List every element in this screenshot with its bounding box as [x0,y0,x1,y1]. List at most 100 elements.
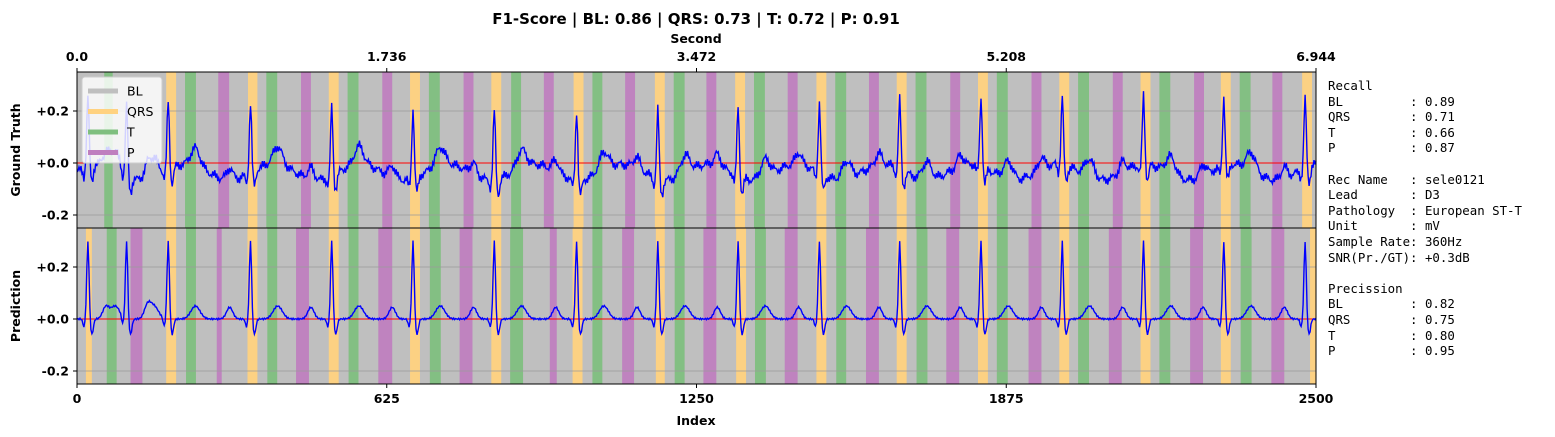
segment-p [950,72,961,228]
segment-p [382,72,393,228]
segment-p [549,228,557,384]
x-tick-label: 2500 [1299,391,1334,406]
segment-qrs [1310,228,1316,384]
segment-p [216,228,222,384]
legend: BL QRS TP [81,76,163,164]
segment-t [266,72,278,228]
segment-qrs [85,228,92,384]
segment-p [130,228,143,384]
segment-t [511,72,522,228]
bl-background [77,228,1316,384]
legend-label-p: P [127,145,135,160]
legend-label-bl: BL [127,84,143,99]
segment-t [835,72,847,228]
y-tick-label: -0.2 [42,208,69,223]
segment-qrs [166,228,177,384]
y-tick-label: +0.2 [36,104,69,119]
segment-t [1078,228,1090,384]
segment-t [267,228,278,384]
segment-p [625,72,636,228]
x-axis-label: Index [676,413,715,428]
segment-p [459,228,473,384]
segment-p [1031,72,1042,228]
segment-t [185,72,196,228]
segment-t [674,228,685,384]
segment-qrs [736,228,747,384]
segment-t [753,72,765,228]
segment-p [301,72,311,228]
segment-t [348,228,359,384]
y-tick-label: +0.2 [36,260,69,275]
ylabel-prediction: Prediction [8,270,23,342]
segment-t [836,228,847,384]
segment-t [754,228,766,384]
ground-truth-panel: -0.2 +0.0 +0.2 [36,71,1317,229]
x-tick-label: 625 [374,391,400,406]
segment-p [218,72,230,228]
segment-t [916,228,928,384]
y-tick-label: -0.2 [42,364,69,379]
bl-background [77,72,1316,228]
segment-t [1078,72,1090,228]
legend-label-t: T [126,125,135,140]
x-tick-label: 1250 [679,391,714,406]
segment-p [868,72,879,228]
segment-p [706,72,717,228]
segment-p [1108,228,1122,384]
top-tick-label: 0.0 [66,49,88,64]
segment-t [996,228,1008,384]
y-tick-label: +0.0 [36,312,69,327]
segment-p [543,72,554,228]
segment-t [1239,72,1251,228]
chart-title: F1-Score | BL: 0.86 | QRS: 0.73 | T: 0.7… [492,10,900,29]
ylabel-ground-truth: Ground Truth [8,103,23,196]
legend-label-qrs: QRS [127,104,154,119]
segment-t [915,72,927,228]
segment-p [1190,228,1204,384]
segment-t [1159,72,1171,228]
segment-p [703,228,717,384]
segment-t [1240,228,1252,384]
segment-t [347,72,359,228]
segment-p [1112,72,1123,228]
legend-box [81,76,163,164]
signal-line [76,91,1317,198]
top-axis-label: Second [670,31,721,46]
x-tick-label: 1875 [989,391,1024,406]
segment-t [592,72,603,228]
top-axis: 0.0 1.736 3.472 5.208 6.944 [66,49,1336,72]
signal-line [76,240,1317,337]
y-tick-label: +0.0 [36,156,69,171]
top-tick-label: 6.944 [1296,49,1336,64]
segment-p [1271,228,1285,384]
top-tick-label: 3.472 [677,49,717,64]
segment-p [1194,72,1204,228]
top-tick-label: 5.208 [986,49,1026,64]
x-tick-label: 0 [73,391,82,406]
segment-t [996,72,1008,228]
segment-t [592,228,603,384]
segment-p [787,72,798,228]
metrics-panel: Recall BL : 0.89 QRS : 0.71 T : 0.66 P :… [1328,78,1522,359]
segment-p [1028,228,1042,384]
segment-t [429,228,441,384]
segment-t [428,72,440,228]
x-axis: 0 625 1250 1875 2500 [73,384,1334,406]
segment-p [296,228,309,384]
segment-p [946,228,960,384]
top-tick-label: 1.736 [367,49,407,64]
prediction-panel: -0.2 +0.0 +0.2 [36,227,1317,385]
segment-p [378,228,393,384]
segment-p [1272,72,1283,228]
segment-qrs [166,72,177,228]
segment-t [1159,228,1171,384]
segment-t [106,228,117,384]
segment-t [186,228,196,384]
segment-p [463,72,474,228]
segment-p [784,228,798,384]
segment-qrs [572,228,583,384]
segment-p [622,228,635,384]
segment-p [865,228,879,384]
segment-t [673,72,685,228]
